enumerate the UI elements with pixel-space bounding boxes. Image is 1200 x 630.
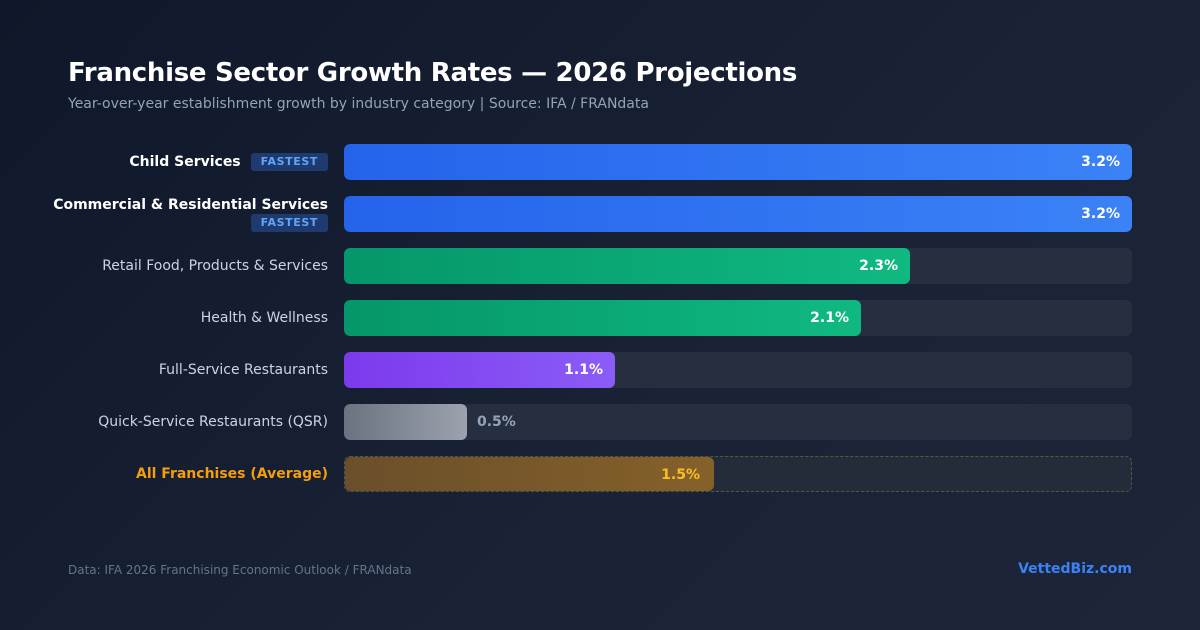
bar-row: All Franchises (Average) 1.5% — [0, 456, 1200, 492]
fastest-badge: FASTEST — [250, 213, 328, 232]
bar-row: Commercial & Residential ServicesFASTEST… — [0, 196, 1200, 232]
category-label: Retail Food, Products & Services — [102, 257, 328, 274]
bar-track: 3.2% — [344, 144, 1132, 180]
brand-link[interactable]: VettedBiz.com — [1018, 561, 1132, 577]
bar — [344, 144, 1132, 180]
category-label-wrap: Child Services FASTEST — [40, 144, 328, 180]
bar — [344, 300, 861, 336]
bar-track: 3.2% — [344, 196, 1132, 232]
bar-row: Quick-Service Restaurants (QSR) 0.5% — [0, 404, 1200, 440]
bar — [344, 196, 1132, 232]
bar-row: Retail Food, Products & Services 2.3% — [0, 248, 1200, 284]
bar-row: Health & Wellness 2.1% — [0, 300, 1200, 336]
fastest-badge: FASTEST — [250, 153, 328, 171]
category-label: Full-Service Restaurants — [158, 361, 328, 378]
bar — [344, 248, 910, 284]
bar-value-label: 1.5% — [661, 467, 700, 483]
bar — [344, 352, 615, 388]
category-label-wrap: Full-Service Restaurants — [40, 352, 328, 388]
chart-title: Franchise Sector Growth Rates — 2026 Pro… — [68, 58, 798, 88]
bar-value-label: 0.5% — [477, 414, 516, 430]
category-label: Health & Wellness — [200, 309, 328, 326]
bar-track: 1.1% — [344, 352, 1132, 388]
category-label: Commercial & Residential ServicesFASTEST — [40, 197, 328, 232]
bar-track: 0.5% — [344, 404, 1132, 440]
bar-track: 2.3% — [344, 248, 1132, 284]
category-label: Child Services FASTEST — [129, 153, 328, 171]
category-label-wrap: All Franchises (Average) — [40, 456, 328, 492]
bar — [344, 404, 467, 440]
bar — [345, 457, 714, 491]
category-label-wrap: Commercial & Residential ServicesFASTEST — [40, 196, 328, 232]
bar-row: Child Services FASTEST 3.2% — [0, 144, 1200, 180]
category-label-wrap: Quick-Service Restaurants (QSR) — [40, 404, 328, 440]
category-label: All Franchises (Average) — [135, 465, 328, 482]
category-label-wrap: Health & Wellness — [40, 300, 328, 336]
bar-value-label: 2.3% — [859, 258, 898, 274]
bar-value-label: 2.1% — [810, 310, 849, 326]
bar-track: 1.5% — [344, 456, 1132, 492]
data-source-note: Data: IFA 2026 Franchising Economic Outl… — [68, 563, 412, 577]
category-label-wrap: Retail Food, Products & Services — [40, 248, 328, 284]
bar-value-label: 3.2% — [1081, 154, 1120, 170]
bar-value-label: 3.2% — [1081, 206, 1120, 222]
category-label: Quick-Service Restaurants (QSR) — [98, 413, 328, 430]
bar-track: 2.1% — [344, 300, 1132, 336]
bar-value-label: 1.1% — [564, 362, 603, 378]
chart-subtitle: Year-over-year establishment growth by i… — [68, 96, 649, 112]
bar-row: Full-Service Restaurants 1.1% — [0, 352, 1200, 388]
